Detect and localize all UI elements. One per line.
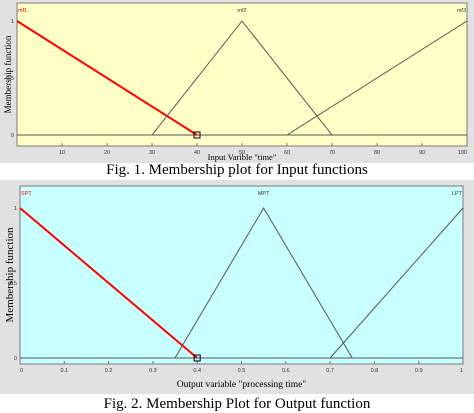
chart2-x-tick-label: 0.8 [371,368,379,374]
chart1-series-mf2-label: mf2 [237,8,246,14]
chart1-series-mf3-line [286,20,468,136]
chart2-y-tick-label: 1 [14,206,17,212]
chart2-y-axis-label: Membership function [4,227,16,323]
chart1-x-axis-label: Input Varible "time" [208,152,277,162]
membership-plot-input: 10 20 30 40 50 60 70 80 90 100 0 0.5 1 mf1 mf2 mf3 Membe… [0,0,474,163]
figure-1-caption: Fig. 1. Membership plot for Input functi… [106,162,368,178]
chart1-x-tick-label: 60 [284,150,290,156]
chart2-selection-marker [193,354,201,362]
chart1-series-mf1-label: mf1 [18,8,27,14]
chart2-series-mpt-line [174,207,353,359]
chart2-series-spt-line [19,207,198,359]
chart1-x-tick-label: 30 [149,150,155,156]
chart2-y-tick-label: 0 [14,356,17,362]
chart1-x-tick-label: 100 [458,150,467,156]
chart2-x-tick-label: 0.2 [105,368,113,374]
chart2-series-lpt-label: LPT [452,191,463,197]
chart1-x-tick-label: 20 [104,150,110,156]
chart2-x-tick-label: 0.6 [282,368,290,374]
chart1-x-tick-label: 10 [59,150,65,156]
chart1-selection-marker [193,131,201,139]
chart1-x-tick-label: 40 [194,150,200,156]
chart1-x-tick-label: 50 [239,150,245,156]
chart2-x-tick-label: 0.3 [149,368,157,374]
chart1-series-mf2-line [151,20,333,136]
chart1-y-tick-label: 0.5 [6,76,14,82]
chart2-series-spt-label: SPT [21,191,32,197]
chart1-plot-area [16,2,468,147]
chart2-x-tick-label: 1 [460,368,463,374]
chart1-x-tick-label: 70 [329,150,335,156]
chart1-x-tick-label: 90 [419,150,425,156]
chart1-x-tick-label: 80 [374,150,380,156]
chart2-x-tick-label: 0 [20,368,23,374]
membership-plot-output: 0 0.1 0.2 0.3 0.4 0.5 0.6 0.7 0.8 0.9 1 0 0.5 1 SPT MPT… [0,180,474,394]
figure-1: 10 20 30 40 50 60 70 80 90 100 0 0.5 1 mf1 mf2 mf3 Membe… [0,0,474,163]
chart2-x-tick-label: 0.7 [326,368,334,374]
chart2-x-tick-label: 0.1 [60,368,68,374]
chart2-x-tick-label: 0.9 [415,368,423,374]
chart1-y-tick-label: 1 [11,19,14,25]
chart2-x-axis-label: Output variable "processing time" [177,380,306,390]
figure-2: 0 0.1 0.2 0.3 0.4 0.5 0.6 0.7 0.8 0.9 1 0 0.5 1 SPT MPT… [0,180,474,394]
figure-2-caption: Fig. 2. Membership Plot for Output funct… [103,396,371,412]
chart2-series-mpt-label: MPT [258,191,270,197]
chart2-series-lpt-line [329,207,464,359]
chart1-y-tick-label: 0 [11,133,14,139]
chart2-x-tick-label: 0.5 [238,368,246,374]
chart1-series-mf3-label: mf3 [457,8,466,14]
chart1-y-axis-label: Membership function [3,35,13,113]
chart2-x-tick-label: 0.4 [193,368,201,374]
chart2-y-tick-label: 0.5 [9,281,17,287]
chart2-plot-area [19,185,464,365]
